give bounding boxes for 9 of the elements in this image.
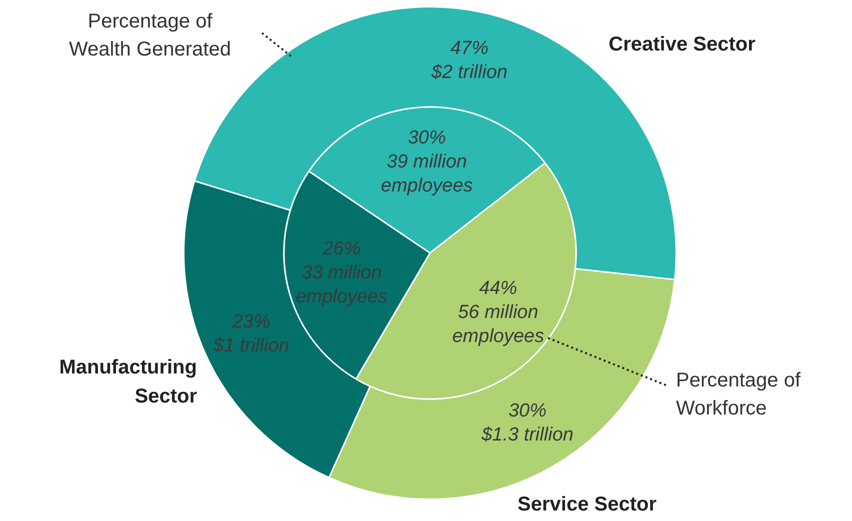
slice-label: Creative Sector xyxy=(608,34,756,56)
slice-label: Percentage of Workforce xyxy=(676,370,801,420)
data-label: 47% $2 trillion xyxy=(430,38,508,84)
slice-label: Manufacturing Sector xyxy=(59,356,198,408)
slice-label: Percentage of Wealth Generated xyxy=(69,10,231,61)
data-label: 44% 56 million employees xyxy=(452,278,545,347)
data-label: 30% 39 million employees xyxy=(380,128,474,197)
data-label: 30% $1.3 trillion xyxy=(480,400,574,446)
slice-label: Service Sector xyxy=(518,494,657,516)
